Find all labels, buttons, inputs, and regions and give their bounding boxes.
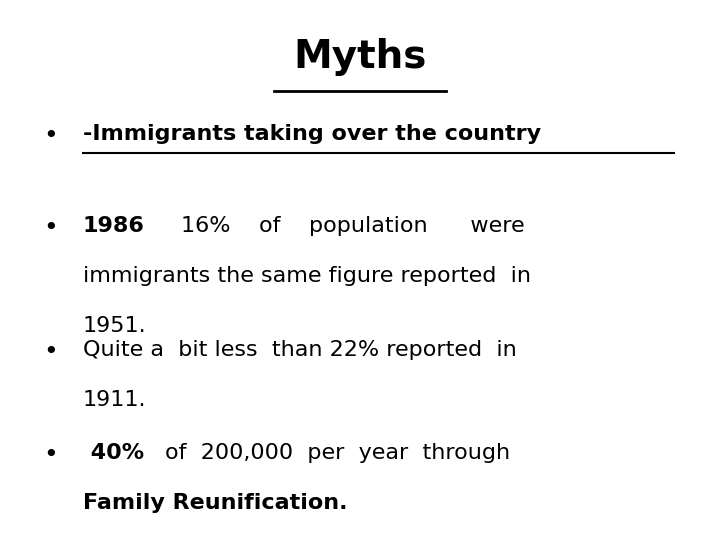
Text: 40%: 40% bbox=[83, 443, 144, 463]
Text: -Immigrants taking over the country: -Immigrants taking over the country bbox=[83, 124, 541, 144]
Text: immigrants the same figure reported  in: immigrants the same figure reported in bbox=[83, 266, 531, 286]
Text: Family Reunification.: Family Reunification. bbox=[83, 493, 347, 513]
Text: 1951.: 1951. bbox=[83, 316, 146, 336]
Text: •: • bbox=[43, 340, 58, 364]
Text: 1986: 1986 bbox=[83, 216, 145, 236]
Text: •: • bbox=[43, 443, 58, 467]
Text: Quite a  bit less  than 22% reported  in: Quite a bit less than 22% reported in bbox=[83, 340, 516, 360]
Text: 16%    of    population      were: 16% of population were bbox=[181, 216, 524, 236]
Text: of  200,000  per  year  through: of 200,000 per year through bbox=[166, 443, 510, 463]
Text: •: • bbox=[43, 124, 58, 148]
Text: •: • bbox=[43, 216, 58, 240]
Text: 1911.: 1911. bbox=[83, 390, 146, 410]
Text: Myths: Myths bbox=[293, 38, 427, 76]
